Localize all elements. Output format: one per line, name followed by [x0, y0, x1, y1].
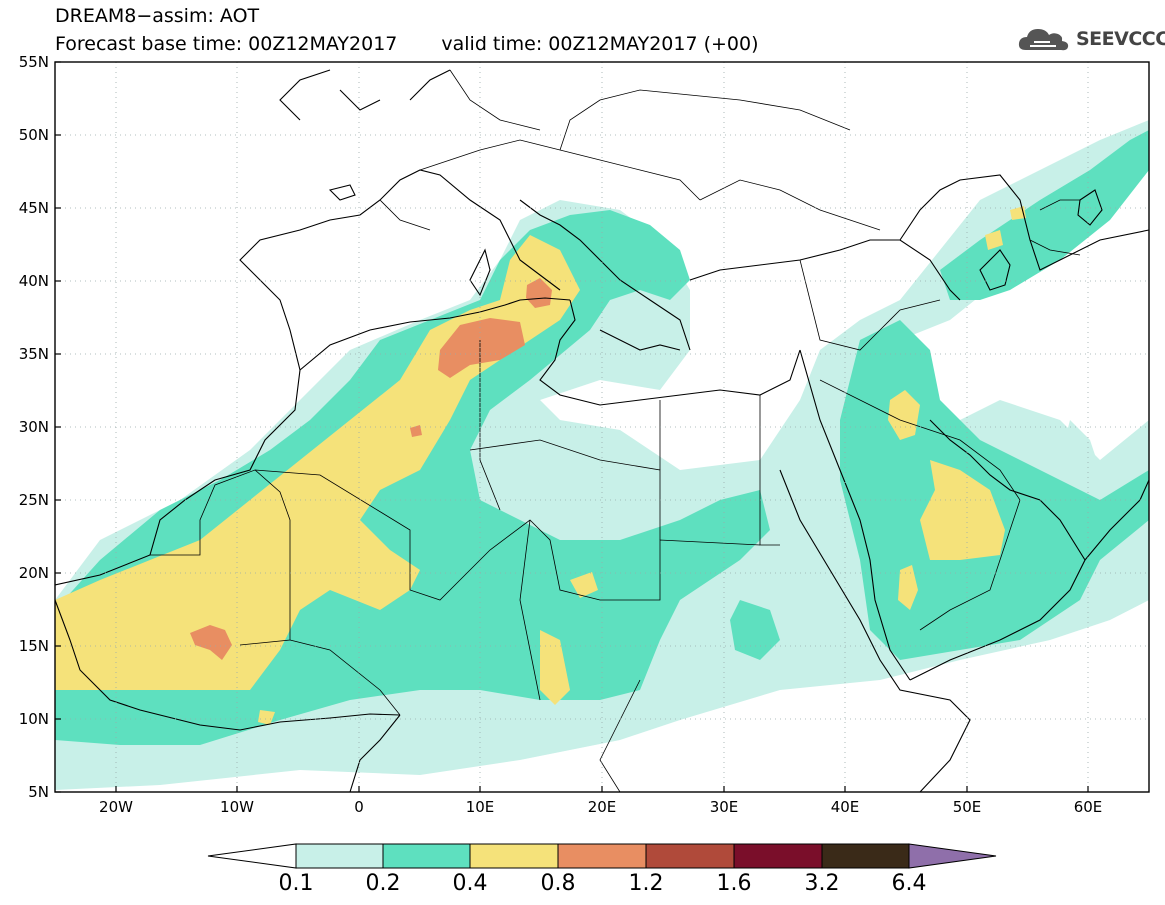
- lon-label: 50E: [953, 798, 982, 816]
- lon-label: 40E: [831, 798, 860, 816]
- colorbar-label: 0.1: [278, 871, 314, 896]
- lon-label: 60E: [1074, 798, 1103, 816]
- colorbar-swatch: [295, 843, 384, 869]
- lat-label: 15N: [19, 637, 49, 655]
- colorbar-label: 3.2: [804, 871, 840, 896]
- base-time: Forecast base time: 00Z12MAY2017: [55, 33, 398, 55]
- lon-label: 20E: [588, 798, 617, 816]
- colorbar-over-arrow: [908, 843, 997, 869]
- colorbar-under-arrow: [207, 843, 297, 869]
- colorbar-swatch: [382, 843, 471, 869]
- borders: [150, 69, 1081, 792]
- lon-label: 0: [354, 798, 364, 816]
- colorbar-swatch: [557, 843, 647, 869]
- aot-field: [55, 120, 1149, 790]
- axis-ticks: [55, 61, 1089, 793]
- logo-text: SEEVCCC: [1076, 28, 1165, 50]
- time-info: Forecast base time: 00Z12MAY2017 valid ti…: [55, 34, 759, 54]
- lat-label: 55N: [19, 53, 49, 71]
- lat-label: 30N: [19, 418, 49, 436]
- colorbar-swatch: [645, 843, 735, 869]
- colorbar-label: 6.4: [891, 871, 927, 896]
- colorbar-swatch: [733, 843, 823, 869]
- lat-label: 40N: [19, 272, 49, 290]
- lon-label: 10E: [466, 798, 495, 816]
- lon-label: 30E: [710, 798, 739, 816]
- lon-label: 10W: [220, 798, 254, 816]
- lat-label: 5N: [28, 783, 49, 801]
- colorbar-label: 0.2: [365, 871, 401, 896]
- lon-labels: 20W 10W 0 10E 20E 30E 40E 50E 60E: [99, 798, 1102, 816]
- colorbar-label: 1.2: [628, 871, 664, 896]
- lat-label: 50N: [19, 126, 49, 144]
- lon-label: 20W: [99, 798, 133, 816]
- lat-label: 20N: [19, 564, 49, 582]
- gridlines: [55, 62, 1149, 792]
- colorbar-swatch: [821, 843, 910, 869]
- map-title: DREAM8−assim: AOT: [55, 5, 260, 27]
- lat-label: 35N: [19, 345, 49, 363]
- valid-time: valid time: 00Z12MAY2017 (+00): [441, 33, 759, 55]
- aot-level-0.8: [190, 278, 552, 660]
- colorbar-label: 0.8: [540, 871, 576, 896]
- cloud-icon: [1018, 29, 1069, 51]
- colorbar: [207, 843, 997, 869]
- colorbar-labels: 0.1 0.2 0.4 0.8 1.2 1.6 3.2 6.4: [0, 871, 1165, 901]
- colorbar-label: 1.6: [716, 871, 752, 896]
- lat-label: 10N: [19, 710, 49, 728]
- lat-label: 45N: [19, 199, 49, 217]
- colorbar-label: 0.4: [452, 871, 488, 896]
- lat-label: 25N: [19, 491, 49, 509]
- colorbar-swatch: [469, 843, 559, 869]
- lat-labels: 55N 50N 45N 40N 35N 30N 25N 20N 15N 10N …: [19, 53, 49, 801]
- seevccc-logo: SEEVCCC: [1016, 22, 1165, 56]
